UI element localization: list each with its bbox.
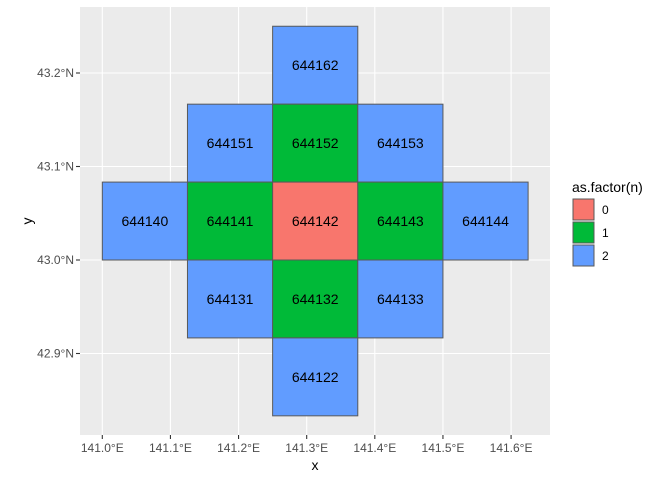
x-tick-label: 141.4°E bbox=[353, 441, 396, 455]
cell-label: 644152 bbox=[292, 135, 339, 151]
x-axis: 141.0°E 141.1°E 141.2°E 141.3°E 141.4°E 141.5… bbox=[81, 435, 533, 455]
cell-644141 bbox=[186, 181, 274, 261]
y-tick-label: 42.9°N bbox=[37, 347, 74, 361]
legend-key-0 bbox=[572, 198, 595, 221]
legend-label: 2 bbox=[602, 249, 609, 263]
legend-label: 0 bbox=[602, 203, 609, 217]
cell-644142 bbox=[272, 181, 359, 261]
cell-644132 bbox=[272, 259, 359, 339]
cell-label: 644133 bbox=[377, 291, 424, 307]
cell-label: 644144 bbox=[462, 213, 509, 229]
cell-644151 bbox=[186, 103, 274, 183]
cell-644140 bbox=[101, 181, 188, 261]
cell-label: 644140 bbox=[122, 213, 169, 229]
cell-label: 644143 bbox=[377, 213, 424, 229]
legend-key-2 bbox=[572, 244, 595, 267]
cells: 644162 644151 644152 644153 644140 644141 6441… bbox=[101, 25, 529, 417]
cell-label: 644142 bbox=[292, 213, 339, 229]
cell-644144 bbox=[442, 181, 529, 261]
y-axis: 42.9°N 43.0°N 43.1°N 43.2°N bbox=[37, 66, 80, 361]
x-tick-label: 141.2°E bbox=[217, 441, 260, 455]
cell-644122 bbox=[272, 337, 359, 417]
cell-label: 644122 bbox=[292, 369, 339, 385]
y-tick-label: 43.0°N bbox=[37, 253, 74, 267]
cell-label: 644141 bbox=[207, 213, 254, 229]
x-axis-title: x bbox=[312, 457, 319, 473]
cell-label: 644153 bbox=[377, 135, 424, 151]
legend-key-1 bbox=[572, 221, 595, 244]
cell-644153 bbox=[357, 103, 444, 183]
cell-label: 644132 bbox=[292, 291, 339, 307]
legend-title: as.factor(n) bbox=[572, 179, 643, 195]
cell-label: 644151 bbox=[207, 135, 254, 151]
cell-644162 bbox=[272, 25, 359, 105]
legend-label: 1 bbox=[602, 226, 609, 240]
cell-label: 644131 bbox=[207, 291, 254, 307]
x-tick-label: 141.3°E bbox=[285, 441, 328, 455]
y-tick-label: 43.1°N bbox=[37, 160, 74, 174]
x-tick-label: 141.6°E bbox=[490, 441, 533, 455]
x-tick-label: 141.5°E bbox=[422, 441, 465, 455]
cell-644133 bbox=[357, 259, 444, 339]
x-tick-label: 141.0°E bbox=[81, 441, 124, 455]
y-tick-label: 43.2°N bbox=[37, 66, 74, 80]
cell-644131 bbox=[186, 259, 274, 339]
y-axis-title: y bbox=[19, 218, 35, 225]
legend: as.factor(n) 0 1 2 bbox=[572, 179, 643, 267]
cell-label: 644162 bbox=[292, 57, 339, 73]
x-tick-label: 141.1°E bbox=[149, 441, 192, 455]
